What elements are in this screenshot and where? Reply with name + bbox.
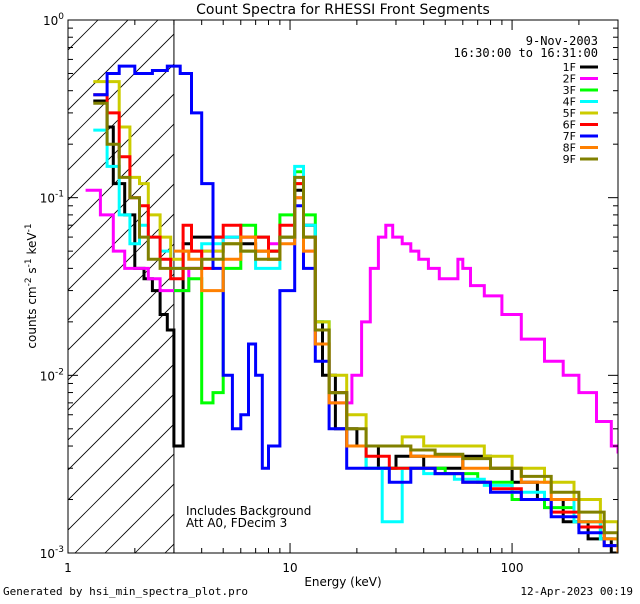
x-tick-label: 100 [501,561,524,575]
series-line-1F [93,99,618,553]
hatch-line [68,333,174,441]
y-tick-label: 10-2 [40,367,64,383]
hatch-line [68,33,174,141]
hatch-line [68,393,174,501]
legend-label-9F: 9F [563,153,576,166]
x-tick-label: 10 [282,561,297,575]
hatch-line [74,453,174,553]
hatch-line [68,123,174,231]
series-line-6F [93,93,618,553]
legend-label-4F: 4F [563,96,576,109]
series-lines [85,64,618,553]
x-tick-label: 1 [64,561,72,575]
legend-label-8F: 8F [563,142,576,155]
plot-frame [67,19,619,554]
hatch-line [68,153,174,261]
legend-label-5F: 5F [563,107,576,120]
hatch-line [68,93,174,201]
chart-title: Count Spectra for RHESSI Front Segments [196,2,490,18]
legend-label-2F: 2F [563,73,576,86]
y-tick-label: 10-3 [40,545,64,561]
hatch-line [68,213,174,321]
observation-date: 9-Nov-2003 [526,34,598,48]
legend-label-7F: 7F [563,130,576,143]
time-range: 16:30:00 to 16:31:00 [454,46,599,60]
hatch-line [68,20,159,111]
hatch-line [68,243,174,351]
footer-timestamp: 12-Apr-2023 00:19 [520,585,633,598]
legend-label-1F: 1F [563,61,576,74]
hatch-line [68,20,99,51]
y-tick-label: 10-1 [40,190,64,206]
series-line-9F [93,101,618,548]
generated-by-text: Generated by hsi_min_spectra_plot.pro [3,585,248,598]
series-line-7F [93,64,618,553]
background-hatched-region [68,20,175,553]
hatch-line [68,183,174,291]
hatch-line [68,273,174,381]
y-axis-ticks: 10-3 10-2 10-1 100 [40,12,618,561]
annotation-attenuator: Att A0, FDecim 3 [186,516,287,530]
x-axis-label: Energy (keV) [304,575,381,589]
legend-label-6F: 6F [563,119,576,132]
y-tick-label: 100 [43,12,64,28]
hatch-line [68,20,129,81]
hatch-line [68,423,174,531]
x-axis-ticks: 1 10 100 [64,20,619,575]
y-axis-label: counts cm-2 s-1 keV-1 [24,223,39,348]
hatch-line [68,363,174,471]
series-line-5F [93,80,618,541]
annotation-background: Includes Background [186,504,311,518]
legend-label-3F: 3F [563,84,576,97]
hatch-line [68,63,174,171]
